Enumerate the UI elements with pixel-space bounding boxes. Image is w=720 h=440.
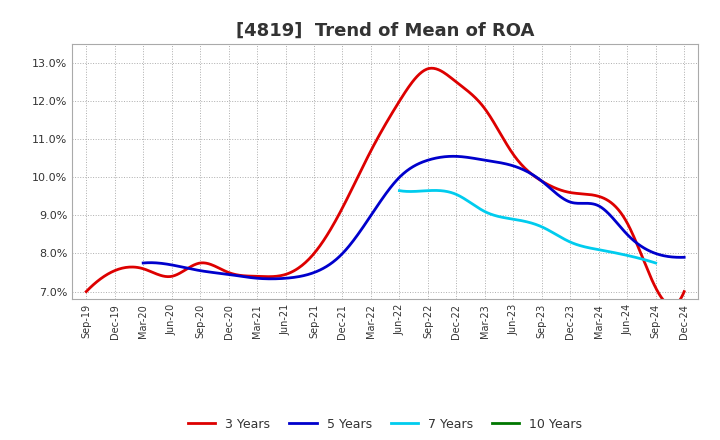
Line: 3 Years: 3 Years — [86, 68, 684, 306]
5 Years — [397, 173, 405, 178]
3 Years — [439, 70, 448, 75]
7 Years — [519, 218, 528, 224]
5 Years — [449, 154, 458, 159]
3 Years — [667, 303, 675, 308]
5 Years — [585, 201, 593, 206]
3 Years — [573, 191, 582, 196]
7 Years — [646, 259, 654, 264]
7 Years — [652, 260, 660, 266]
3 Years — [369, 143, 378, 148]
7 Years — [548, 230, 557, 235]
7 Years — [431, 188, 439, 193]
7 Years — [518, 218, 526, 224]
Legend: 3 Years, 5 Years, 7 Years, 10 Years: 3 Years, 5 Years, 7 Years, 10 Years — [183, 413, 588, 436]
5 Years — [463, 155, 472, 160]
7 Years — [395, 188, 404, 193]
3 Years — [405, 83, 414, 88]
7 Years — [606, 249, 614, 254]
3 Years — [82, 289, 91, 294]
5 Years — [139, 260, 148, 266]
Title: [4819]  Trend of Mean of ROA: [4819] Trend of Mean of ROA — [236, 22, 534, 40]
5 Years — [267, 276, 276, 282]
Line: 5 Years: 5 Years — [143, 156, 684, 279]
3 Years — [668, 303, 677, 308]
5 Years — [669, 254, 678, 260]
5 Years — [680, 255, 688, 260]
5 Years — [433, 155, 441, 161]
Line: 7 Years: 7 Years — [400, 191, 656, 263]
3 Years — [366, 150, 374, 155]
3 Years — [427, 66, 436, 71]
7 Years — [534, 223, 543, 228]
3 Years — [680, 289, 688, 294]
5 Years — [400, 170, 409, 176]
